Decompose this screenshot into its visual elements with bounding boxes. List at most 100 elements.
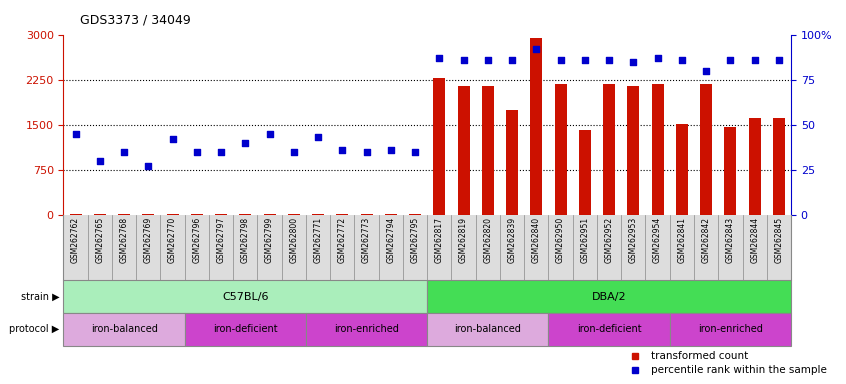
Text: GSM262799: GSM262799 [265,217,274,263]
Text: GSM262768: GSM262768 [119,217,129,263]
Point [166,136,179,142]
Bar [239,214,251,215]
Bar [670,313,791,346]
Bar [676,124,688,215]
Bar [288,214,299,215]
Text: iron-deficient: iron-deficient [213,324,277,334]
Text: GSM262771: GSM262771 [314,217,322,263]
Bar [184,313,306,346]
Point [409,149,422,155]
Text: GSM262819: GSM262819 [459,217,468,263]
Text: GSM262794: GSM262794 [387,217,395,263]
Point [457,57,470,63]
Point [554,57,568,63]
Bar [458,86,470,215]
Bar [579,130,591,215]
Bar [603,84,615,215]
Point [69,131,82,137]
Bar [167,214,179,215]
Bar [548,313,670,346]
Point [190,149,204,155]
Point [505,57,519,63]
Point [748,57,761,63]
Text: GSM262954: GSM262954 [653,217,662,263]
Bar [554,84,567,215]
Bar [190,214,203,215]
Point [772,57,786,63]
Bar [627,86,640,215]
Text: GSM262795: GSM262795 [410,217,420,263]
Point [578,57,591,63]
Bar [749,118,761,215]
Point [602,57,616,63]
Point [93,158,107,164]
Point [530,46,543,52]
Text: GSM262953: GSM262953 [629,217,638,263]
Bar [336,214,349,215]
Text: protocol ▶: protocol ▶ [9,324,59,334]
Text: iron-deficient: iron-deficient [577,324,641,334]
Text: GSM262798: GSM262798 [241,217,250,263]
Point [384,147,398,153]
Point [336,147,349,153]
Point [118,149,131,155]
Text: DBA/2: DBA/2 [592,291,626,302]
Text: GSM262845: GSM262845 [774,217,783,263]
Text: iron-enriched: iron-enriched [334,324,399,334]
Text: GSM262797: GSM262797 [217,217,226,263]
Bar [427,280,791,313]
Bar [385,214,397,215]
Bar [433,78,445,215]
Bar [306,313,427,346]
Bar [409,214,421,215]
Text: strain ▶: strain ▶ [20,291,59,302]
Bar [63,280,427,313]
Text: GSM262843: GSM262843 [726,217,735,263]
Text: GSM262800: GSM262800 [289,217,299,263]
Bar [651,84,663,215]
Text: percentile rank within the sample: percentile rank within the sample [651,365,827,375]
Bar [772,118,785,215]
Bar [63,313,184,346]
Text: GSM262820: GSM262820 [483,217,492,263]
Text: transformed count: transformed count [651,351,749,361]
Bar [94,214,106,215]
Text: GSM262762: GSM262762 [71,217,80,263]
Text: GSM262765: GSM262765 [96,217,104,263]
Text: GSM262773: GSM262773 [362,217,371,263]
Text: C57BL/6: C57BL/6 [222,291,268,302]
Point [651,55,664,61]
Text: GSM262840: GSM262840 [532,217,541,263]
Text: GSM262796: GSM262796 [192,217,201,263]
Point [481,57,495,63]
Point [263,131,277,137]
Text: GSM262844: GSM262844 [750,217,759,263]
Text: GSM262772: GSM262772 [338,217,347,263]
Point [700,68,713,74]
Bar [312,214,324,215]
Text: GSM262951: GSM262951 [580,217,590,263]
Point [141,163,155,169]
Point [723,57,737,63]
Point [239,140,252,146]
Text: GSM262770: GSM262770 [168,217,177,263]
Text: iron-balanced: iron-balanced [454,324,521,334]
Point [432,55,446,61]
Text: GDS3373 / 34049: GDS3373 / 34049 [80,14,191,27]
Text: GSM262952: GSM262952 [605,217,613,263]
Point [360,149,373,155]
Text: GSM262841: GSM262841 [678,217,686,263]
Bar [506,110,518,215]
Point [675,57,689,63]
Text: GSM262817: GSM262817 [435,217,444,263]
Bar [118,214,130,215]
Bar [481,86,494,215]
Point [287,149,300,155]
Bar [427,313,548,346]
Text: iron-balanced: iron-balanced [91,324,157,334]
Bar [69,214,81,215]
Bar [360,214,372,215]
Text: iron-enriched: iron-enriched [698,324,763,334]
Point [311,134,325,141]
Text: GSM262839: GSM262839 [508,217,517,263]
